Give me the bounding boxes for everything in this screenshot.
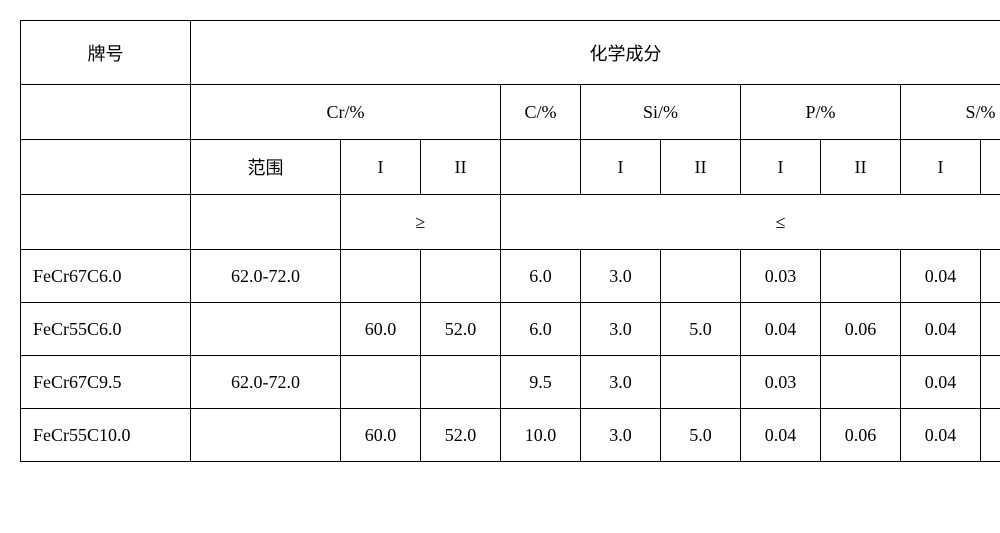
si-i-cell: 3.0 xyxy=(581,409,661,462)
si-i-cell: 3.0 xyxy=(581,250,661,303)
composition-table: 牌号 化学成分 Cr/% C/% Si/% P/% S/% 范围 I II I … xyxy=(20,20,1000,462)
c-cell: 10.0 xyxy=(501,409,581,462)
header-col-i: I xyxy=(581,140,661,195)
c-cell: 6.0 xyxy=(501,303,581,356)
grade-cell: FeCr55C10.0 xyxy=(21,409,191,462)
table-row: 范围 I II I II I II I II xyxy=(21,140,1000,195)
table-row: FeCr67C6.0 62.0-72.0 6.0 3.0 0.03 0.04 0… xyxy=(21,250,1000,303)
empty-cell xyxy=(21,85,191,140)
si-i-cell: 3.0 xyxy=(581,303,661,356)
p-i-cell: 0.03 xyxy=(741,356,821,409)
header-grade: 牌号 xyxy=(21,21,191,85)
s-i-cell: 0.04 xyxy=(901,303,981,356)
header-col-i: I xyxy=(741,140,821,195)
si-ii-cell: 5.0 xyxy=(661,303,741,356)
cr-ii-cell xyxy=(421,250,501,303)
s-ii-cell: 0.06 xyxy=(981,356,1000,409)
si-ii-cell xyxy=(661,250,741,303)
empty-cell xyxy=(501,140,581,195)
header-s: S/% xyxy=(901,85,1000,140)
p-ii-cell xyxy=(821,250,901,303)
s-ii-cell: 0.06 xyxy=(981,303,1000,356)
header-cr: Cr/% xyxy=(191,85,501,140)
p-i-cell: 0.04 xyxy=(741,303,821,356)
grade-cell: FeCr67C9.5 xyxy=(21,356,191,409)
si-ii-cell: 5.0 xyxy=(661,409,741,462)
s-i-cell: 0.04 xyxy=(901,356,981,409)
empty-cell xyxy=(21,195,191,250)
s-i-cell: 0.04 xyxy=(901,409,981,462)
grade-cell: FeCr55C6.0 xyxy=(21,303,191,356)
header-composition: 化学成分 xyxy=(191,21,1000,85)
composition-table-container: 牌号 化学成分 Cr/% C/% Si/% P/% S/% 范围 I II I … xyxy=(20,20,980,462)
header-gte: ≥ xyxy=(341,195,501,250)
header-c: C/% xyxy=(501,85,581,140)
header-lte: ≤ xyxy=(501,195,1000,250)
header-col-ii: II xyxy=(981,140,1000,195)
header-range: 范围 xyxy=(191,140,341,195)
table-row: ≥ ≤ xyxy=(21,195,1000,250)
cr-i-cell: 60.0 xyxy=(341,409,421,462)
empty-cell xyxy=(21,140,191,195)
header-p: P/% xyxy=(741,85,901,140)
cr-range-cell xyxy=(191,303,341,356)
grade-cell: FeCr67C6.0 xyxy=(21,250,191,303)
header-col-ii: II xyxy=(661,140,741,195)
s-i-cell: 0.04 xyxy=(901,250,981,303)
cr-i-cell: 60.0 xyxy=(341,303,421,356)
cr-range-cell: 62.0-72.0 xyxy=(191,356,341,409)
cr-range-cell xyxy=(191,409,341,462)
table-row: FeCr55C10.0 60.0 52.0 10.0 3.0 5.0 0.04 … xyxy=(21,409,1000,462)
cr-ii-cell: 52.0 xyxy=(421,409,501,462)
p-ii-cell: 0.06 xyxy=(821,303,901,356)
table-row: Cr/% C/% Si/% P/% S/% xyxy=(21,85,1000,140)
header-col-ii: II xyxy=(421,140,501,195)
p-i-cell: 0.03 xyxy=(741,250,821,303)
cr-i-cell xyxy=(341,250,421,303)
header-col-ii: II xyxy=(821,140,901,195)
c-cell: 9.5 xyxy=(501,356,581,409)
header-col-i: I xyxy=(901,140,981,195)
cr-i-cell xyxy=(341,356,421,409)
cr-ii-cell xyxy=(421,356,501,409)
empty-cell xyxy=(191,195,341,250)
si-ii-cell xyxy=(661,356,741,409)
p-i-cell: 0.04 xyxy=(741,409,821,462)
p-ii-cell: 0.06 xyxy=(821,409,901,462)
header-col-i: I xyxy=(341,140,421,195)
table-row: 牌号 化学成分 xyxy=(21,21,1000,85)
table-row: FeCr67C9.5 62.0-72.0 9.5 3.0 0.03 0.04 0… xyxy=(21,356,1000,409)
cr-range-cell: 62.0-72.0 xyxy=(191,250,341,303)
s-ii-cell: 0.06 xyxy=(981,409,1000,462)
s-ii-cell: 0.06 xyxy=(981,250,1000,303)
p-ii-cell xyxy=(821,356,901,409)
si-i-cell: 3.0 xyxy=(581,356,661,409)
cr-ii-cell: 52.0 xyxy=(421,303,501,356)
table-row: FeCr55C6.0 60.0 52.0 6.0 3.0 5.0 0.04 0.… xyxy=(21,303,1000,356)
header-si: Si/% xyxy=(581,85,741,140)
c-cell: 6.0 xyxy=(501,250,581,303)
